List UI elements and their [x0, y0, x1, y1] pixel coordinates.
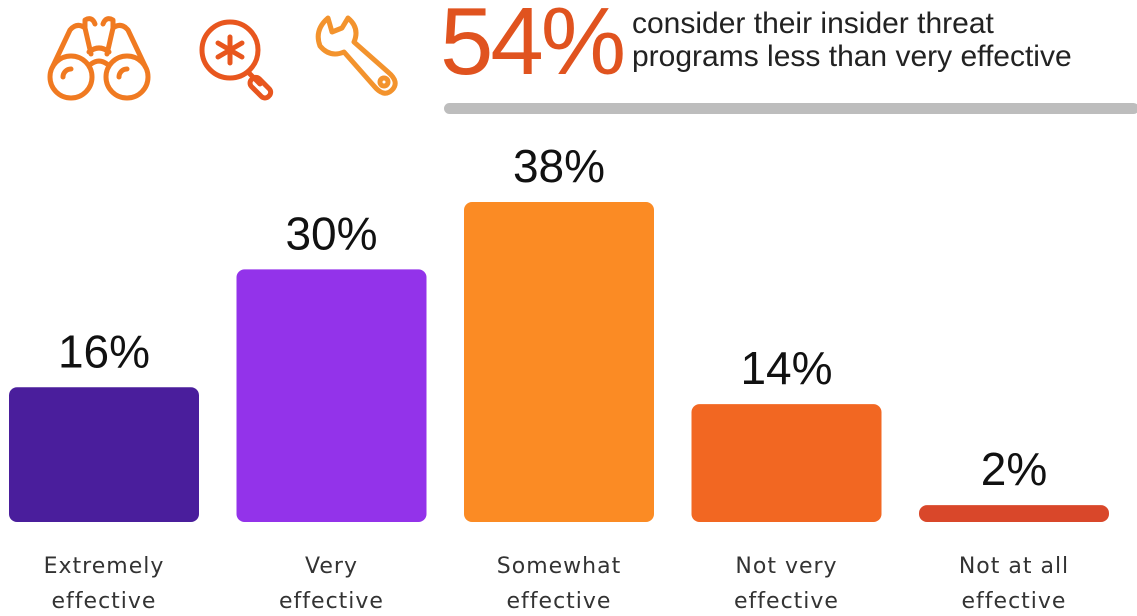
wrench-icon — [315, 15, 398, 96]
bar-value-label: 14% — [740, 342, 832, 394]
magnifier-asterisk-icon — [199, 19, 274, 101]
bar-value-label: 2% — [981, 443, 1047, 495]
category-label: Not at all — [959, 554, 1069, 579]
bar-5 — [919, 505, 1109, 522]
bar-4 — [691, 404, 882, 522]
headline-percentage: 54% — [440, 0, 626, 95]
bar-3 — [464, 202, 654, 522]
bar-value-label: 38% — [513, 140, 605, 192]
category-label: effective — [52, 589, 157, 614]
category-label: effective — [279, 589, 384, 614]
category-label: Somewhat — [497, 554, 621, 579]
category-label: effective — [507, 589, 612, 614]
category-label: Very — [305, 554, 358, 579]
category-label: effective — [734, 589, 839, 614]
headline-line-2: programs less than very effective — [632, 40, 1072, 73]
bar-1 — [9, 387, 199, 522]
headline-text: consider their insider threat programs l… — [632, 7, 1137, 73]
bar-2 — [236, 269, 427, 522]
binoculars-icon — [47, 16, 151, 101]
category-label: effective — [962, 589, 1067, 614]
bar-value-label: 30% — [285, 207, 377, 259]
category-label: Not very — [735, 554, 837, 579]
headline-line-1: consider their insider threat — [632, 7, 994, 40]
header-divider — [444, 103, 1137, 114]
bar-value-label: 16% — [58, 325, 150, 377]
category-label: Extremely — [44, 554, 165, 579]
